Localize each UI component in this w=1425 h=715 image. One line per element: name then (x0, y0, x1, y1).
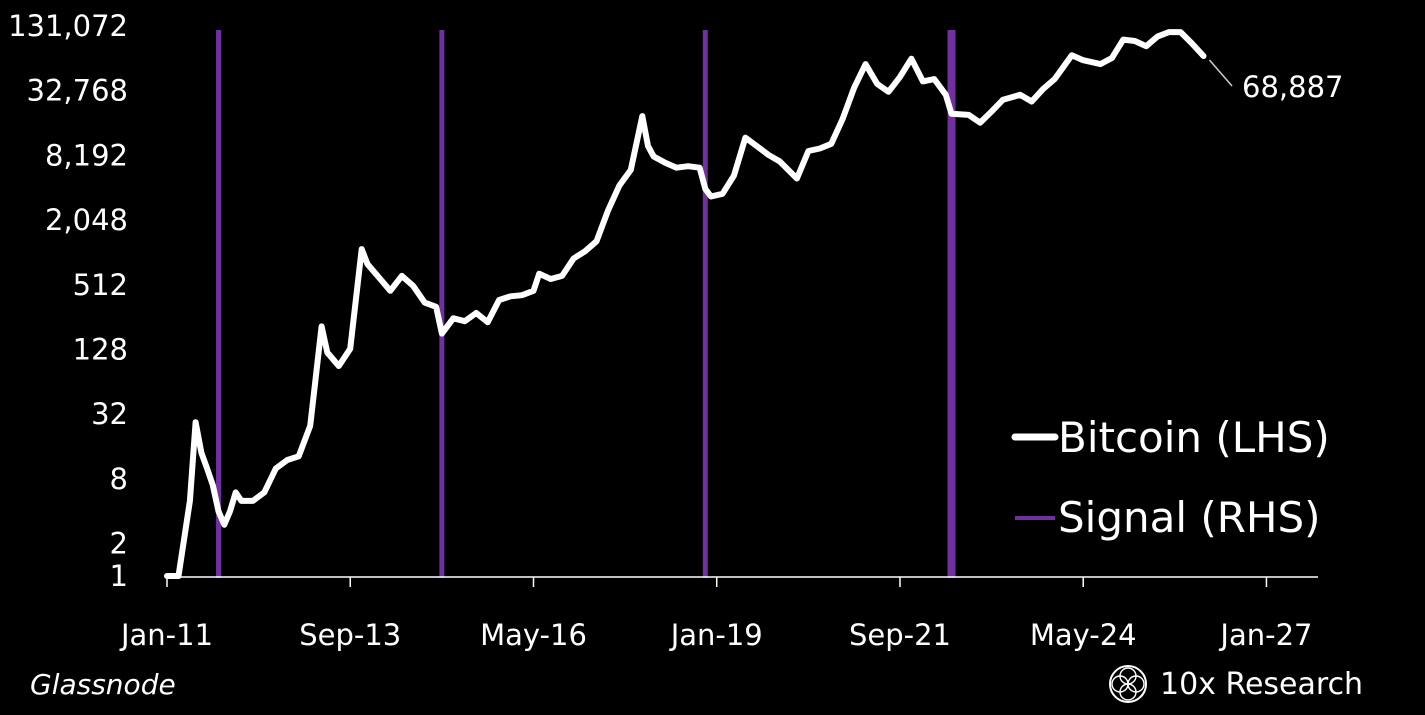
y-tick-label: 512 (73, 268, 128, 302)
legend: Bitcoin (LHS) Signal (RHS) (1011, 413, 1330, 542)
signal-series (216, 30, 956, 578)
y-tick-label: 131,072 (8, 9, 128, 43)
x-tick-label: Jan-27 (1218, 618, 1312, 652)
legend-label-bitcoin: Bitcoin (LHS) (1058, 413, 1330, 462)
y-tick-label: 32,768 (27, 74, 128, 108)
y-tick-label: 8,192 (45, 138, 128, 172)
x-tick-label: Sep-13 (299, 618, 401, 652)
x-axis: Jan-11 Sep-13 May-16 Jan-19 Sep-21 May-24 Jan-… (119, 576, 1318, 652)
x-tick-label: Jan-11 (119, 618, 213, 652)
y-tick-label: 2 (110, 527, 128, 561)
brand-name: 10x Research (1160, 666, 1364, 702)
x-tick-label: Sep-21 (849, 618, 951, 652)
y-tick-label: 128 (73, 333, 128, 367)
bitcoin-line (164, 29, 1207, 579)
y-tick-label: 8 (110, 462, 128, 496)
y-tick-label: 1 (110, 559, 128, 593)
last-value-label: 68,887 (1242, 70, 1343, 104)
y-tick-label: 2,048 (45, 203, 128, 237)
x-tick-label: May-16 (480, 618, 587, 652)
brand-logo-icon (1109, 665, 1147, 703)
x-tick-label: Jan-19 (669, 618, 763, 652)
last-value-leader (1208, 59, 1233, 87)
brand: 10x Research (1108, 662, 1363, 706)
legend-label-signal: Signal (RHS) (1058, 493, 1321, 542)
bitcoin-series: 68,887 (164, 29, 1343, 579)
x-tick-label: May-24 (1030, 618, 1137, 652)
source-label: Glassnode (30, 668, 176, 701)
y-tick-label: 32 (91, 397, 128, 431)
